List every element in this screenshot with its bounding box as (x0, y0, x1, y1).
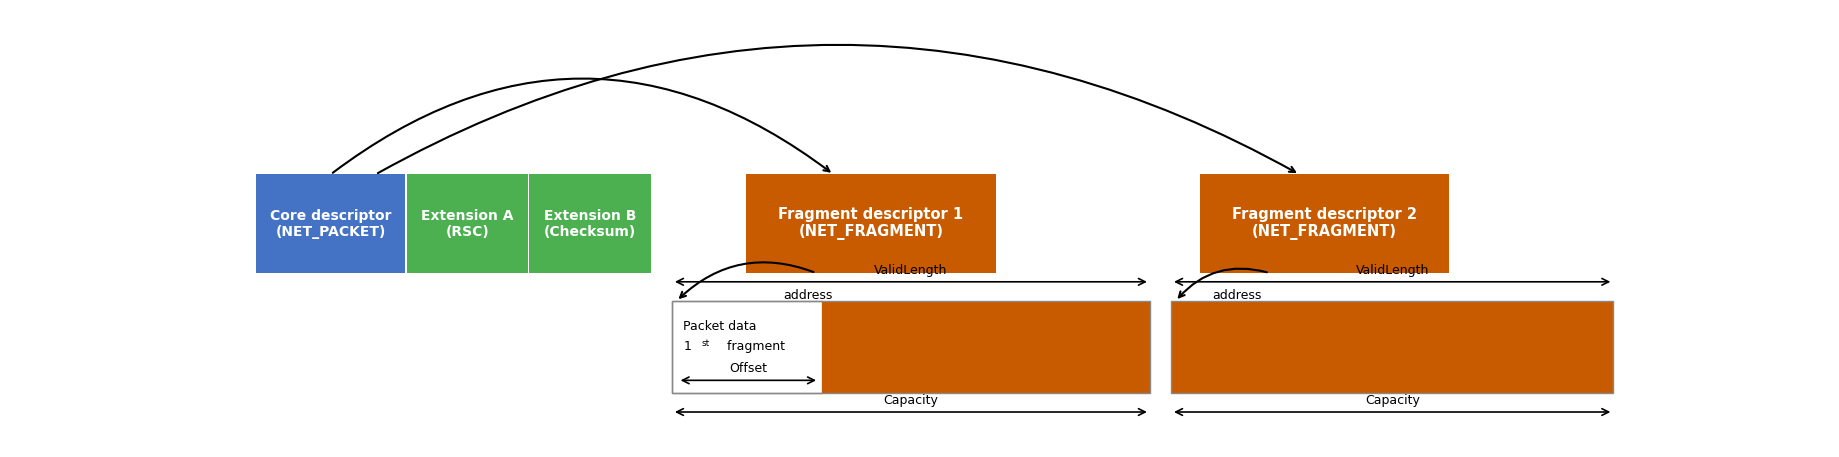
Text: Capacity: Capacity (1365, 394, 1420, 407)
Text: address: address (1212, 289, 1262, 303)
Text: Fragment descriptor 2
(NET_FRAGMENT): Fragment descriptor 2 (NET_FRAGMENT) (1232, 207, 1416, 240)
Text: ValidLength: ValidLength (1355, 264, 1429, 277)
Bar (671, 301, 1149, 393)
Bar (406, 175, 528, 273)
Text: Core descriptor
(NET_PACKET): Core descriptor (NET_PACKET) (270, 209, 392, 239)
Text: 1: 1 (682, 340, 691, 353)
Bar (530, 175, 651, 273)
Text: Fragment descriptor 1
(NET_FRAGMENT): Fragment descriptor 1 (NET_FRAGMENT) (778, 207, 964, 240)
Text: Extension A
(RSC): Extension A (RSC) (421, 209, 513, 239)
Text: ValidLength: ValidLength (874, 264, 947, 277)
Text: Extension B
(Checksum): Extension B (Checksum) (544, 209, 636, 239)
Bar (747, 175, 995, 273)
Bar (822, 301, 1149, 393)
Bar (1199, 175, 1449, 273)
Text: Packet data: Packet data (682, 320, 756, 333)
Text: Capacity: Capacity (883, 394, 938, 407)
Bar (671, 301, 822, 393)
Text: fragment: fragment (723, 340, 785, 353)
Bar (256, 175, 405, 273)
Text: st: st (702, 339, 710, 348)
Bar (1171, 301, 1613, 393)
Text: Offset: Offset (728, 362, 767, 375)
Text: address: address (783, 289, 833, 303)
